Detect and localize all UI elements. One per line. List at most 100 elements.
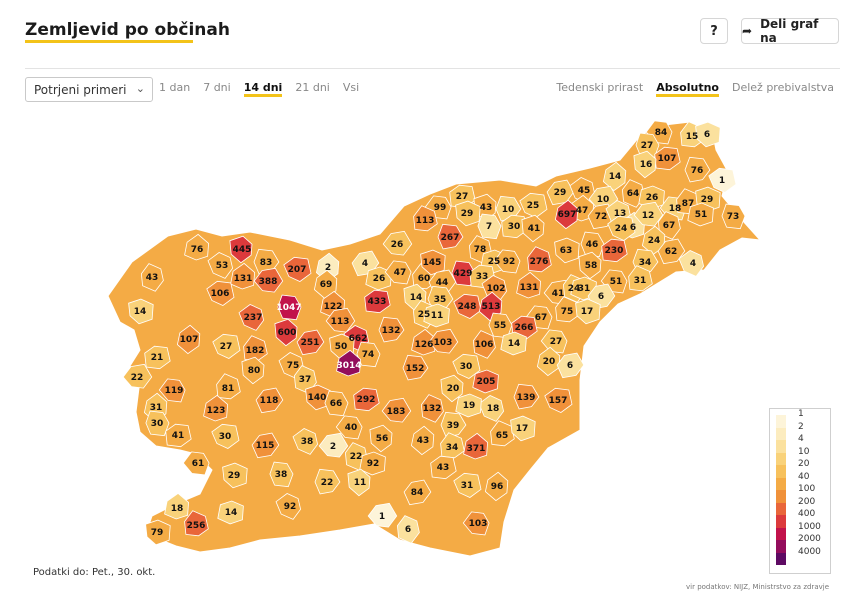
time-tab-1[interactable]: 7 dni bbox=[203, 81, 231, 94]
share-button[interactable]: ➦ Deli graf na bbox=[741, 17, 839, 45]
municipality-region[interactable] bbox=[274, 318, 298, 347]
municipality-region[interactable] bbox=[403, 479, 432, 506]
municipality-region[interactable] bbox=[275, 493, 302, 520]
municipality-region[interactable] bbox=[364, 289, 391, 314]
municipality-region[interactable] bbox=[122, 363, 153, 389]
municipality-region[interactable] bbox=[708, 167, 737, 193]
municipality-region[interactable] bbox=[336, 349, 362, 377]
municipality-region[interactable] bbox=[253, 267, 284, 293]
municipality-region[interactable] bbox=[580, 231, 605, 258]
municipality-region[interactable] bbox=[521, 214, 545, 243]
municipality-region[interactable] bbox=[238, 304, 265, 331]
mode-tab-1[interactable]: Absolutno bbox=[656, 81, 719, 97]
municipality-region[interactable] bbox=[493, 249, 521, 274]
municipality-region[interactable] bbox=[216, 373, 241, 400]
municipality-region[interactable] bbox=[176, 324, 201, 355]
municipality-region[interactable] bbox=[413, 205, 438, 232]
municipality-region[interactable] bbox=[578, 251, 602, 280]
municipality-region[interactable] bbox=[144, 345, 171, 370]
municipality-region[interactable] bbox=[472, 330, 496, 359]
municipality-region[interactable] bbox=[222, 462, 248, 489]
municipality-region[interactable] bbox=[353, 387, 380, 412]
municipality-region[interactable] bbox=[145, 519, 171, 546]
municipality-region[interactable] bbox=[633, 201, 664, 227]
municipality-region[interactable] bbox=[269, 461, 294, 488]
municipality-region[interactable] bbox=[554, 237, 580, 264]
municipality-region[interactable] bbox=[687, 202, 714, 227]
municipality-region[interactable] bbox=[305, 384, 331, 411]
municipality-region[interactable] bbox=[678, 250, 705, 277]
municipality-region[interactable] bbox=[452, 353, 481, 379]
municipality-region[interactable] bbox=[601, 238, 628, 263]
municipality-region[interactable] bbox=[420, 249, 446, 276]
municipality-region[interactable] bbox=[516, 271, 542, 299]
municipality-region[interactable] bbox=[510, 415, 536, 442]
municipality-region[interactable] bbox=[182, 451, 210, 476]
municipality-region[interactable] bbox=[283, 256, 312, 282]
municipality-region[interactable] bbox=[314, 468, 341, 495]
time-tab-2[interactable]: 14 dni bbox=[243, 81, 283, 97]
municipality-region[interactable] bbox=[359, 451, 386, 476]
municipality-region[interactable] bbox=[251, 432, 280, 459]
municipality-region[interactable] bbox=[145, 410, 170, 437]
municipality-region[interactable] bbox=[440, 432, 465, 459]
municipality-region[interactable] bbox=[602, 161, 627, 192]
municipality-region[interactable] bbox=[296, 329, 325, 356]
municipality-region[interactable] bbox=[292, 428, 319, 455]
municipality-region[interactable] bbox=[721, 203, 746, 230]
municipality-region[interactable] bbox=[695, 121, 721, 148]
measure-select[interactable]: Potrjeni primeri ⌄ bbox=[25, 77, 153, 102]
municipality-region[interactable] bbox=[184, 233, 210, 261]
municipality-region[interactable] bbox=[484, 471, 509, 502]
municipality-region[interactable] bbox=[463, 432, 489, 460]
municipality-region[interactable] bbox=[544, 387, 573, 413]
municipality-region[interactable] bbox=[575, 298, 601, 325]
municipality-region[interactable] bbox=[206, 280, 235, 306]
municipality-region[interactable] bbox=[684, 156, 711, 183]
municipality-region[interactable] bbox=[654, 146, 681, 171]
municipality-region[interactable] bbox=[335, 415, 363, 440]
municipality-region[interactable] bbox=[402, 354, 429, 381]
municipality-region[interactable] bbox=[277, 294, 302, 321]
municipality-region[interactable] bbox=[536, 346, 561, 377]
municipality-region[interactable] bbox=[384, 260, 412, 285]
municipality-region[interactable] bbox=[356, 341, 381, 368]
mode-tab-0[interactable]: Tedenski prirast bbox=[556, 81, 644, 94]
municipality-region[interactable] bbox=[164, 492, 190, 520]
municipality-region[interactable] bbox=[230, 262, 256, 290]
municipality-region[interactable] bbox=[500, 331, 527, 356]
municipality-region[interactable] bbox=[513, 383, 540, 410]
municipality-region[interactable] bbox=[217, 500, 244, 525]
municipality-region[interactable] bbox=[437, 223, 464, 250]
municipality-region[interactable] bbox=[140, 263, 164, 292]
municipality-region[interactable] bbox=[410, 425, 435, 456]
municipality-region[interactable] bbox=[378, 316, 405, 343]
municipality-region[interactable] bbox=[455, 393, 482, 418]
municipality-region[interactable] bbox=[453, 472, 482, 498]
municipality-region[interactable] bbox=[369, 424, 393, 453]
municipality-region[interactable] bbox=[324, 390, 349, 417]
municipality-region[interactable] bbox=[396, 515, 420, 544]
time-tab-4[interactable]: Vsi bbox=[342, 81, 360, 94]
municipality-region[interactable] bbox=[628, 265, 653, 292]
help-button[interactable]: ? bbox=[700, 18, 728, 44]
municipality-region[interactable] bbox=[477, 213, 502, 240]
municipality-region[interactable] bbox=[184, 510, 209, 537]
time-tab-0[interactable]: 1 dan bbox=[159, 81, 191, 94]
municipality-region[interactable] bbox=[428, 328, 459, 354]
municipality-region[interactable] bbox=[451, 260, 476, 287]
municipality-region[interactable] bbox=[555, 296, 580, 323]
municipality-region[interactable] bbox=[462, 511, 490, 536]
mode-tab-2[interactable]: Delež prebivalstva bbox=[731, 81, 834, 94]
municipality-region[interactable] bbox=[255, 387, 284, 414]
municipality-region[interactable] bbox=[382, 230, 413, 256]
municipality-region[interactable] bbox=[128, 298, 154, 325]
municipality-region[interactable] bbox=[453, 293, 482, 319]
municipality-region[interactable] bbox=[540, 329, 568, 354]
municipality-region[interactable] bbox=[440, 411, 467, 438]
time-tab-3[interactable]: 21 dni bbox=[295, 81, 330, 94]
municipality-region[interactable] bbox=[211, 423, 240, 449]
municipality-region[interactable] bbox=[158, 378, 186, 403]
municipality-region[interactable] bbox=[229, 235, 253, 264]
municipality-region[interactable] bbox=[556, 352, 585, 379]
